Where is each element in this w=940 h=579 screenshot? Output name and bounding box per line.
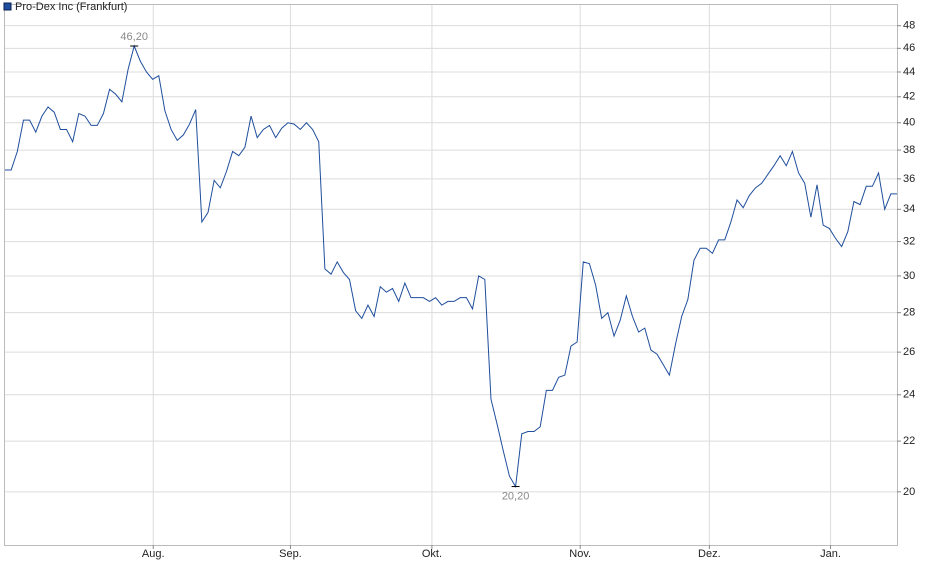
y-tick-label: 32 [903,235,915,247]
y-tick-label: 42 [903,91,915,103]
legend-label: Pro-Dex Inc (Frankfurt) [15,1,127,13]
annotation: 20,20 [502,490,530,502]
y-tick-label: 20 [903,486,915,498]
y-tick-label: 24 [903,389,915,401]
y-tick-label: 36 [903,173,915,185]
y-tick-label: 26 [903,346,915,358]
price-line [5,44,897,489]
x-tick-label: Okt. [422,548,442,560]
plot-frame [4,4,898,546]
y-tick-label: 46 [903,42,915,54]
y-tick-label: 30 [903,270,915,282]
legend-swatch [3,2,12,11]
x-tick-label: Jan. [820,548,841,560]
annotation: 46,20 [120,31,148,43]
y-tick-label: 44 [903,66,915,78]
y-tick-label: 28 [903,307,915,319]
x-tick-label: Nov. [569,548,591,560]
y-tick-label: 38 [903,144,915,156]
y-tick-label: 34 [903,203,915,215]
y-tick-label: 22 [903,435,915,447]
x-tick-label: Sep. [279,548,302,560]
y-tick-label: 48 [903,20,915,32]
x-tick-label: Dez. [698,548,721,560]
x-tick-label: Aug. [142,548,165,560]
y-tick-label: 40 [903,117,915,129]
